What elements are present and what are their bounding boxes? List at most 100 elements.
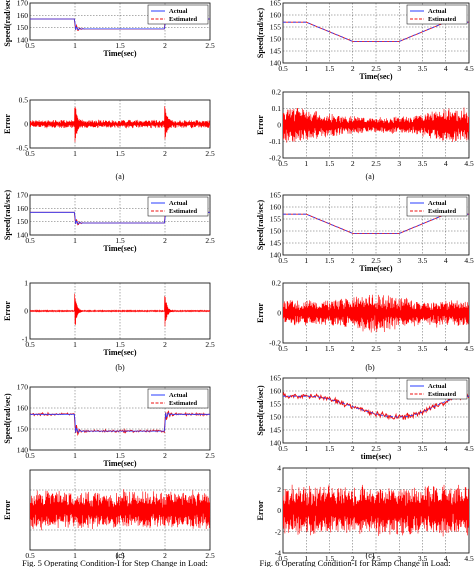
x-tick-label: 0.5 [278, 444, 288, 453]
x-tick-label: 2.5 [371, 64, 381, 73]
y-tick-label: 140 [17, 446, 29, 455]
x-tick-label: 2.5 [205, 340, 215, 349]
y-tick-label: 0 [277, 121, 281, 130]
x-tick-label: 3 [397, 344, 401, 353]
x-tick-label: 0.5 [25, 451, 35, 460]
x-tick-label: 3 [397, 554, 401, 563]
chart-5b-speed: 0.5 1 1.5 2 2.5 140 150 160 170 Time(sec) Speed(ra… [3, 190, 215, 372]
y-tick-label: -0.2 [269, 339, 281, 348]
legend-actual-label: Actual [169, 200, 188, 207]
x-tick-label: 1 [304, 344, 308, 353]
x-tick-label: 1.5 [115, 236, 125, 245]
x-tick-label: 1 [304, 554, 308, 563]
y-axis-label: Error [3, 500, 12, 520]
x-tick-label: 0.5 [25, 236, 35, 245]
y-tick-label: 165 [270, 191, 282, 200]
x-tick-label: 3 [397, 256, 401, 265]
chart-6c-speed: 0.5 1 1.5 2 2.5 3 3.5 4 4.5140145150155160165tim… [256, 374, 474, 561]
x-tick-label: 2.5 [205, 451, 215, 460]
x-tick-label: 1.5 [115, 451, 125, 460]
chart-5a-speed: 0.5 1 1.5 2 2.5 140 150 160 170 Time(sec) Speed(ra… [3, 0, 215, 181]
chart-5a-error: 0.5 1 1.5 2 2.5 -0.5 0 0.5 Error [3, 96, 215, 159]
x-tick-label: 0.5 [25, 340, 35, 349]
legend-actual-label: Actual [428, 383, 447, 390]
x-tick-label: 1.5 [325, 554, 335, 563]
plot-area [283, 294, 469, 333]
x-tick-label: 2 [163, 551, 167, 560]
caption-fig5: Fig. 5 Operating Condition-I for Step Ch… [22, 558, 208, 567]
series-actual-line [283, 395, 469, 418]
x-axis-label: Time(sec) [103, 459, 137, 468]
error-signal-line [283, 294, 469, 333]
y-tick-label: 140 [17, 231, 29, 240]
legend-actual-label: Actual [428, 200, 447, 207]
x-tick-label: 1 [73, 551, 77, 560]
x-tick-label: 1 [73, 236, 77, 245]
error-signal-line [30, 106, 210, 143]
y-tick-label: 140 [270, 439, 282, 448]
plot-area [30, 293, 210, 327]
plot-area [30, 410, 210, 437]
x-tick-label: 0.5 [25, 149, 35, 158]
series-actual-line [283, 21, 469, 42]
x-tick-label: 4 [444, 64, 448, 73]
y-tick-label: 1 [24, 279, 28, 288]
error-signal-line [30, 293, 210, 327]
x-tick-label: 3.5 [418, 256, 428, 265]
y-tick-label: -0.5 [16, 144, 28, 153]
y-tick-label: 0.1 [272, 104, 282, 113]
caption-fig6: Fig. 6 Operating Condition-I for Ramp Ch… [260, 558, 451, 567]
x-tick-label: 4.5 [464, 256, 474, 265]
legend-estimated-label: Estimated [428, 391, 457, 398]
x-tick-label: 4 [444, 344, 448, 353]
y-tick-label: 0 [277, 506, 281, 515]
y-tick-label: -0.1 [269, 137, 281, 146]
y-tick-label: 0 [24, 120, 28, 129]
x-tick-label: 1.5 [325, 256, 335, 265]
y-axis-label: Speed(rad/sec) [256, 200, 265, 251]
x-tick-label: 2.5 [205, 149, 215, 158]
plot-area [283, 484, 469, 537]
x-tick-label: 2.5 [205, 236, 215, 245]
y-tick-label: 140 [17, 36, 29, 45]
chart-6b-speed: 0.5 1 1.5 2 2.5 3 3.5 4 4.5140145150155160165Tim… [256, 191, 474, 373]
x-tick-label: 2.5 [371, 256, 381, 265]
y-tick-label: 150 [270, 35, 282, 44]
x-tick-label: 2 [351, 554, 355, 563]
subfigure-label: (b) [115, 363, 125, 372]
x-tick-label: 1 [304, 256, 308, 265]
x-tick-label: 0.5 [278, 256, 288, 265]
x-tick-label: 4.5 [464, 159, 474, 168]
chart-6b-error: 0.5 1 1.5 2 2.5 3 3.5 4 4.5 -0.2 0 0.2 Error [256, 279, 474, 354]
y-tick-label: 155 [270, 23, 282, 32]
chart-6a-error: 0.5 1 1.5 2 2.5 3 3.5 4 4.5 -0.2 -0.1 0 0.1 0.2 Error [256, 88, 474, 169]
x-tick-label: 4.5 [464, 444, 474, 453]
legend-actual-label: Actual [169, 392, 188, 399]
y-tick-label: -4 [275, 549, 281, 558]
y-tick-label: 4 [277, 464, 281, 473]
subfigure-label: (c) [366, 551, 375, 560]
x-axis-label: Time(sec) [103, 244, 137, 253]
x-tick-label: 3.5 [418, 344, 428, 353]
chart-6c-error: 0.5 1 1.5 2 2.5 3 3.5 4 4.5 -4 -2 0 2 4 Error [256, 464, 474, 564]
y-tick-label: 160 [17, 404, 29, 413]
error-signal-line [283, 107, 469, 143]
y-tick-label: 160 [17, 11, 29, 20]
x-tick-label: 4.5 [464, 554, 474, 563]
subfigure-label: (b) [365, 363, 375, 372]
x-tick-label: 1 [304, 159, 308, 168]
chart-5c-speed: 0.5 1 1.5 2 2.5 140 150 160 170 Time(sec) Speed(ra… [3, 383, 215, 561]
y-axis-label: Error [3, 114, 12, 134]
y-axis-label: Speed(rad/sec) [256, 385, 265, 436]
x-tick-label: 0.5 [25, 551, 35, 560]
legend-estimated-label: Estimated [428, 16, 457, 23]
y-tick-label: 0 [277, 309, 281, 318]
chart-5c-error: 0.5 1 1.5 2 2.5 Error [3, 469, 215, 560]
x-tick-label: 1 [304, 444, 308, 453]
x-tick-label: 3.5 [418, 159, 428, 168]
x-tick-label: 2.5 [371, 554, 381, 563]
plot-area [30, 489, 210, 531]
plot-area [283, 213, 469, 234]
y-tick-label: 155 [270, 215, 282, 224]
y-tick-label: 0.5 [19, 96, 29, 105]
